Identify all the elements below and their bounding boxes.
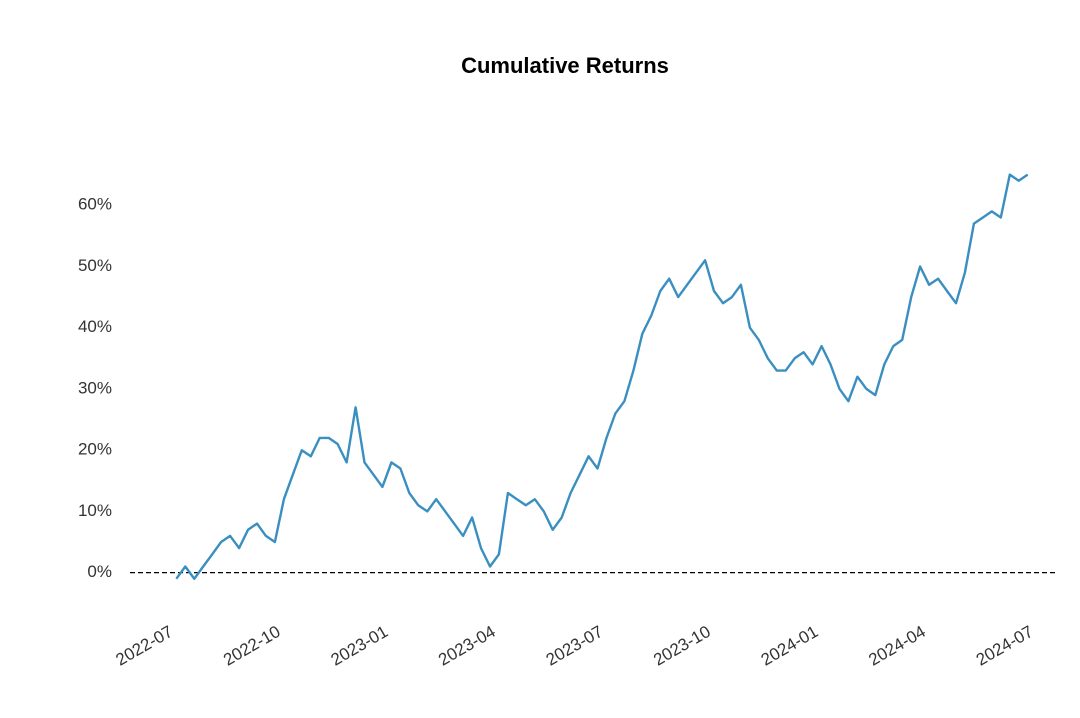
y-tick-label: 40%	[78, 317, 112, 336]
y-tick-label: 60%	[78, 195, 112, 214]
y-tick-label: 50%	[78, 256, 112, 275]
x-tick-label: 2024-07	[973, 622, 1037, 670]
y-tick-label: 20%	[78, 440, 112, 459]
x-tick-label: 2022-07	[113, 622, 177, 670]
x-tick-label: 2023-07	[543, 622, 607, 670]
line	[175, 173, 1029, 580]
y-tick-label: 30%	[78, 378, 112, 397]
x-tick-label: 2023-10	[650, 622, 714, 670]
y-tick-label: 0%	[87, 562, 112, 581]
x-tick-label: 2023-04	[435, 622, 499, 670]
x-tick-label: 2024-04	[865, 622, 929, 670]
x-tick-label: 2023-01	[328, 622, 392, 670]
x-tick-label: 2022-10	[220, 622, 284, 670]
x-tick-label: 2024-01	[758, 622, 822, 670]
chart-title: Cumulative Returns	[461, 53, 669, 78]
y-tick-label: 10%	[78, 501, 112, 520]
